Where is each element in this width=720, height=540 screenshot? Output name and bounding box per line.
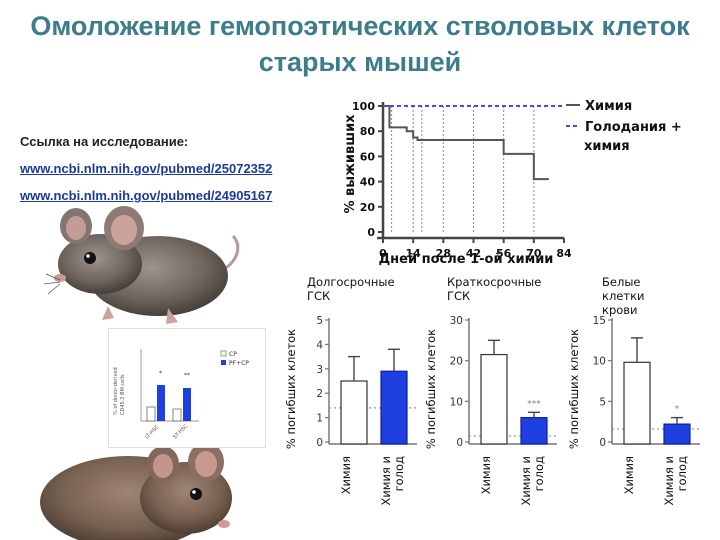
- panel-ytick-label: 1: [316, 413, 323, 425]
- bar-category-label: Химия: [339, 456, 353, 494]
- inset-star-1: *: [159, 370, 162, 377]
- inset-legend-cp: CP: [229, 351, 237, 358]
- survival-ytick-label: 80: [360, 125, 376, 138]
- panel-title-line: ГСК: [447, 289, 470, 303]
- legend-chemo: Химия: [585, 99, 632, 114]
- survival-ytick-label: 60: [360, 150, 376, 163]
- bar-category-label: Химия: [479, 456, 493, 494]
- survival-series-chemo: [383, 105, 549, 181]
- references-block: Ссылка на исследование: www.ncbi.nlm.nih…: [20, 128, 272, 209]
- title-line-2: старых мышей: [258, 47, 462, 77]
- slide-title: Омоложение гемопоэтических стволовых кле…: [0, 8, 720, 80]
- panel-ytick-label: 2: [316, 388, 323, 400]
- panel-ytick-label: 30: [450, 315, 463, 327]
- bar-category-label: голод: [532, 456, 546, 491]
- inset-bar-cp-lt: [146, 406, 156, 422]
- panel-ylabel: % погибших клеток: [424, 329, 438, 449]
- mouse-image-top: [43, 206, 240, 324]
- panel-title-line: Долгосрочные: [307, 275, 395, 289]
- panel-title-line: клетки: [602, 289, 645, 303]
- survival-chart: % выживших 0 20 40 60 80 100 0 14 28 42 56 70 84 Дн…: [343, 99, 682, 267]
- bar-chemo-fasting: [520, 417, 548, 445]
- inset-bar-pf-st: [183, 388, 191, 421]
- panel-ytick-label: 10: [450, 396, 463, 408]
- survival-ytick-label: 100: [352, 100, 375, 113]
- bar-chemo-fasting: [663, 423, 691, 445]
- survival-xticks: 0 14 28 42 56 70 84: [379, 238, 572, 260]
- bar-category-label: Химия: [622, 456, 636, 494]
- panel-ytick-label: 10: [593, 356, 606, 368]
- panel-ytick-label: 20: [450, 356, 463, 368]
- pubmed-link-2[interactable]: www.ncbi.nlm.nih.gov/pubmed/24905167: [20, 188, 273, 203]
- survival-xtick-label: 28: [436, 247, 451, 260]
- survival-xtick-label: 42: [466, 247, 481, 260]
- bar-chemo-fasting: [380, 370, 408, 445]
- panel-ytick-label: 3: [316, 364, 323, 376]
- survival-xtick-label: 14: [406, 247, 422, 260]
- inset-cat-1: LT-HSC: [144, 424, 161, 441]
- panel-title-line: ГСК: [307, 289, 330, 303]
- survival-xtick-label: 0: [379, 247, 387, 260]
- bar-category-label: Химия и: [519, 456, 533, 506]
- survival-axes: [377, 102, 564, 240]
- bar-category-label: Химия и: [379, 456, 393, 506]
- survival-ylabel: % выживших: [343, 114, 358, 214]
- inset-legend-pf: PF+CP: [229, 360, 249, 367]
- bar-category-label: голод: [392, 456, 406, 491]
- bar-category-label: Химия и: [662, 456, 676, 506]
- panel-ytick-label: 4: [316, 339, 323, 351]
- survival-ytick-label: 40: [360, 176, 376, 189]
- panel-title-line: Белые: [602, 275, 640, 289]
- survival-lines: [383, 105, 564, 181]
- panel-ylabel: % погибших клеток: [285, 329, 298, 449]
- inset-legend-swatch-pf: [221, 360, 226, 365]
- survival-xtick-label: 56: [496, 247, 512, 260]
- panel-title-line: Краткосрочные: [447, 275, 541, 289]
- bar-chemo: [340, 380, 368, 445]
- inset-figure: % of donor-derived CD45.2 BM cells * ** …: [108, 328, 266, 448]
- bar-category-label: голод: [675, 456, 689, 491]
- inset-ylabel: % of donor-derived: [113, 367, 119, 415]
- survival-vlines: [391, 106, 535, 232]
- bar-chemo: [480, 353, 508, 445]
- legend-fasting: Голодания +: [585, 120, 682, 135]
- panel-ytick-label: 15: [593, 315, 606, 327]
- significance-stars: ***: [527, 399, 541, 409]
- panel-ytick-label: 5: [316, 315, 323, 327]
- survival-xtick-label: 84: [556, 247, 572, 260]
- panel-ytick-label: 0: [599, 437, 606, 449]
- significance-stars: *: [675, 405, 680, 415]
- bar-chemo: [623, 361, 651, 445]
- pubmed-link-1[interactable]: www.ncbi.nlm.nih.gov/pubmed/25072352: [20, 161, 273, 176]
- inset-bar-cp-st: [172, 408, 182, 422]
- references-label: Ссылка на исследование:: [20, 134, 189, 149]
- inset-ylabel-2: CD45.2 BM cells: [120, 374, 126, 415]
- panel-ytick-label: 0: [316, 437, 323, 449]
- panel-ytick-label: 5: [599, 396, 606, 408]
- panel-ytick-label: 0: [456, 437, 463, 449]
- survival-ytick-label: 0: [367, 226, 375, 239]
- panel-title-line: крови: [602, 303, 638, 317]
- mouse-image-bottom: [40, 442, 232, 540]
- panel-ylabel: % погибших клеток: [567, 329, 581, 449]
- survival-xtick-label: 70: [526, 247, 542, 260]
- inset-legend-swatch-cp: [220, 350, 227, 357]
- survival-xlabel: Дней после 1-ой химии: [379, 252, 554, 267]
- survival-yticks: 0 20 40 60 80 100: [352, 100, 383, 239]
- survival-ytick-label: 20: [360, 201, 376, 214]
- inset-star-2: **: [184, 372, 190, 379]
- inset-cat-2: ST-HSC: [172, 423, 189, 440]
- legend-fasting-2: химия: [584, 139, 630, 154]
- inset-bar-pf-lt: [157, 385, 165, 421]
- title-line-1: Омоложение гемопоэтических стволовых кле…: [30, 11, 690, 41]
